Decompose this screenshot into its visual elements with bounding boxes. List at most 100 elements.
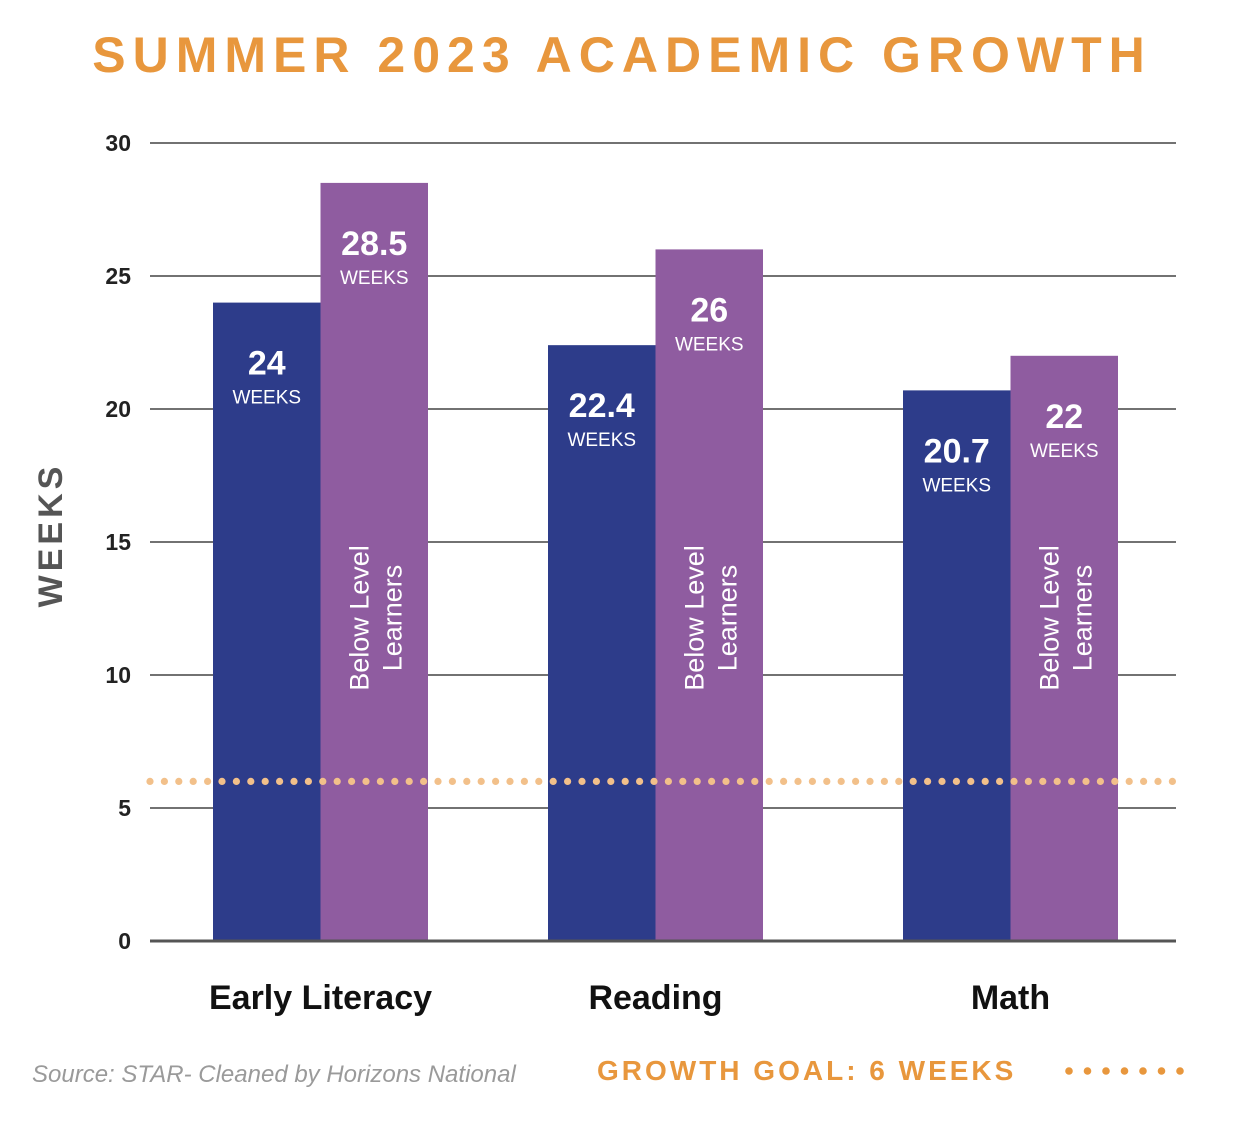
bar-value-label: 22	[1045, 398, 1083, 436]
category-label: Early Literacy	[209, 979, 432, 1017]
source-note: Source: STAR- Cleaned by Horizons Nation…	[32, 1061, 516, 1088]
legend-dot	[1176, 1067, 1184, 1075]
goal-dot	[304, 777, 312, 786]
y-tick-label: 20	[105, 396, 131, 422]
y-tick-label: 10	[105, 662, 131, 688]
goal-dot	[852, 777, 860, 786]
series-label-line: Learners	[377, 565, 407, 672]
goal-dot	[290, 777, 298, 786]
goal-dot	[780, 777, 788, 786]
goal-dot	[477, 777, 485, 786]
y-tick-label: 0	[118, 928, 131, 954]
series-label-line: Below Level	[1034, 545, 1064, 691]
y-axis-label: WEEKS	[32, 463, 70, 608]
growth-goal-legend-dots	[1065, 1067, 1184, 1075]
goal-dot	[463, 777, 471, 786]
goal-dot	[909, 777, 917, 786]
legend-dot	[1157, 1067, 1166, 1075]
bar-value-label: 24	[248, 345, 286, 383]
goal-dot	[160, 777, 168, 786]
bar	[213, 302, 321, 942]
goal-dot	[232, 777, 240, 786]
series-label: Below Level Learners	[1034, 545, 1097, 691]
y-tick-label: 15	[105, 529, 131, 555]
goal-dot	[794, 777, 802, 786]
goal-dot	[520, 777, 529, 786]
goal-dot	[664, 777, 673, 786]
series-label-line: Below Level	[679, 545, 709, 691]
goal-dot	[1154, 777, 1162, 786]
goal-dot	[218, 777, 226, 786]
y-tick-label: 30	[105, 130, 131, 156]
goal-dot	[1096, 777, 1104, 786]
bar-unit-label: WEEKS	[675, 334, 744, 355]
goal-dot	[837, 777, 845, 786]
legend-dot	[1083, 1067, 1092, 1075]
goal-dot	[1068, 777, 1076, 786]
category-labels: Early Literacy Reading Math	[209, 979, 1050, 1017]
series-label-line: Below Level	[344, 545, 374, 691]
legend-dot	[1102, 1067, 1110, 1075]
goal-dot	[434, 777, 442, 786]
goal-dot	[506, 777, 514, 786]
series-label: Below Level Learners	[344, 545, 407, 691]
series-label: Below Level Learners	[679, 545, 742, 691]
chart-title: SUMMER 2023 ACADEMIC GROWTH	[92, 27, 1151, 83]
goal-dot	[189, 777, 197, 786]
goal-dot	[1053, 777, 1061, 786]
goal-dot	[650, 777, 658, 786]
goal-dot	[722, 777, 730, 786]
legend-dot	[1139, 1067, 1147, 1075]
bar-unit-label: WEEKS	[922, 475, 991, 496]
bar-value-label: 22.4	[569, 387, 635, 425]
goal-dot	[564, 777, 572, 786]
goal-dot	[333, 777, 341, 786]
bar-value-label: 26	[690, 291, 728, 329]
legend-dot	[1120, 1067, 1129, 1075]
goal-dot	[405, 777, 413, 786]
goal-dot	[1024, 777, 1032, 786]
goal-dot	[319, 777, 327, 786]
y-tick-label: 5	[118, 795, 131, 821]
bars	[213, 182, 1118, 942]
goal-dot	[175, 777, 183, 786]
series-label-line: Learners	[1067, 565, 1097, 672]
goal-dot	[693, 777, 701, 786]
y-tick-label: 25	[105, 263, 131, 289]
category-label: Reading	[588, 979, 722, 1017]
goal-dot	[362, 777, 370, 786]
bar	[320, 182, 428, 941]
goal-dot	[146, 777, 154, 786]
goal-dot	[736, 777, 745, 786]
goal-dot	[679, 777, 687, 786]
goal-dot	[996, 777, 1004, 786]
bar-unit-label: WEEKS	[567, 430, 636, 451]
goal-dot	[1111, 777, 1119, 786]
growth-goal-line	[146, 777, 1176, 786]
goal-dot	[592, 777, 601, 786]
goal-dot	[967, 777, 975, 786]
goal-dot	[938, 777, 946, 786]
goal-dot	[1140, 777, 1148, 786]
goal-dot	[607, 777, 615, 786]
goal-dot	[276, 777, 284, 786]
goal-dot	[751, 777, 759, 786]
bar	[903, 390, 1011, 941]
goal-dot	[981, 777, 989, 786]
goal-dot	[924, 777, 932, 786]
legend-dot	[1065, 1067, 1073, 1075]
goal-dot	[808, 777, 817, 786]
goal-dot	[1125, 777, 1133, 786]
bar-unit-label: WEEKS	[232, 388, 301, 409]
goal-dot	[765, 777, 773, 786]
bar-unit-label: WEEKS	[1030, 441, 1099, 462]
goal-dot	[621, 777, 629, 786]
bar-value-label: 28.5	[341, 225, 407, 263]
goal-dot	[895, 777, 903, 786]
goal-dot	[823, 777, 831, 786]
bar-unit-label: WEEKS	[340, 268, 409, 289]
y-axis-ticks: 0 5 10 15 20 25 30	[105, 130, 131, 954]
goal-dot	[247, 777, 255, 786]
goal-dot	[1039, 777, 1047, 786]
